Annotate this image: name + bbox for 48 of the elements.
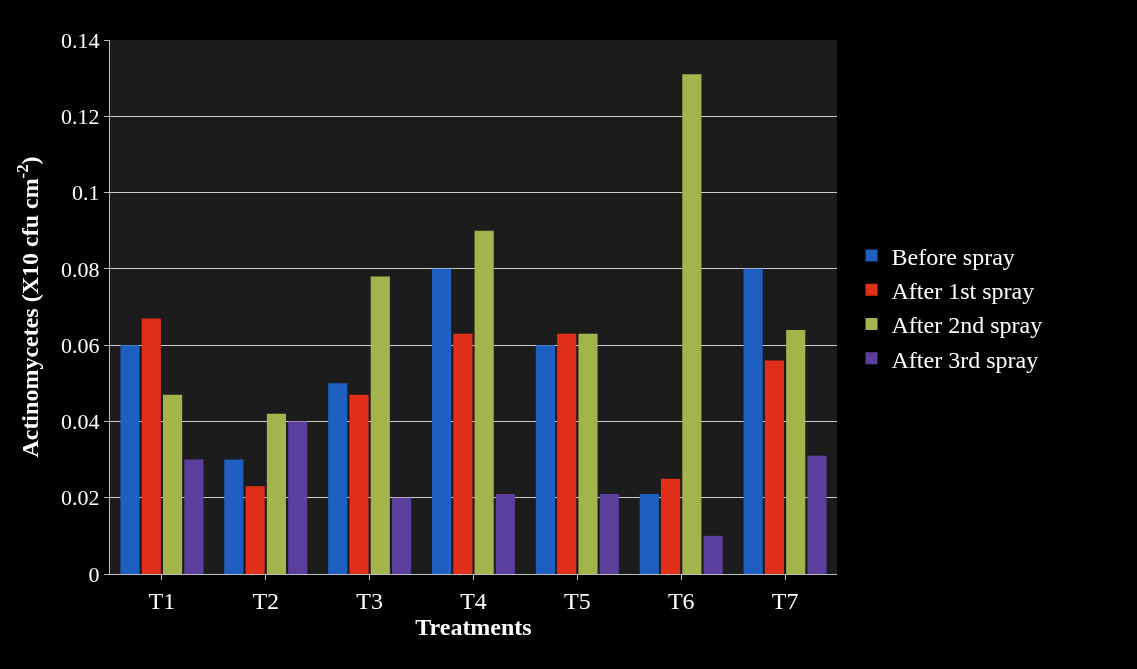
bar <box>349 394 369 574</box>
x-tick-label: T7 <box>771 587 799 614</box>
y-tick-label: 0.06 <box>61 332 100 358</box>
legend-label: After 3rd spray <box>891 346 1039 373</box>
bar <box>703 535 723 574</box>
bar <box>743 268 763 574</box>
bar <box>224 459 244 574</box>
y-tick-label: 0.1 <box>72 180 100 206</box>
bar <box>288 421 308 574</box>
y-tick-label: 0.14 <box>61 27 100 53</box>
bar <box>120 345 140 574</box>
bar <box>578 333 598 574</box>
x-tick-label: T1 <box>148 587 176 614</box>
bar <box>162 394 183 574</box>
x-tick-label: T6 <box>667 587 695 614</box>
bar <box>392 497 412 574</box>
bar <box>495 493 516 574</box>
bar <box>660 478 681 574</box>
bar <box>764 360 785 574</box>
x-axis-title: Treatments <box>415 614 532 641</box>
x-tick-label: T2 <box>252 587 280 614</box>
bar <box>431 268 452 574</box>
legend-label: After 2nd spray <box>891 312 1043 339</box>
bar <box>141 318 161 574</box>
bar <box>786 329 806 574</box>
x-tick-label: T4 <box>460 587 487 614</box>
bar <box>535 345 555 574</box>
bar <box>807 455 827 574</box>
bar <box>453 333 473 574</box>
x-tick-label: T3 <box>356 587 383 614</box>
bar <box>266 413 287 574</box>
y-tick-label: 0.12 <box>61 103 100 129</box>
bar <box>682 74 702 574</box>
bar <box>639 493 659 574</box>
y-tick-label: 0.08 <box>61 256 100 282</box>
bar <box>328 383 348 574</box>
y-tick-label: 0.02 <box>61 485 100 511</box>
bar <box>599 493 619 574</box>
bar <box>474 230 494 574</box>
y-tick-label: 0 <box>88 561 100 587</box>
bar <box>557 333 577 574</box>
bar <box>370 276 390 574</box>
y-tick-label: 0.04 <box>61 409 100 435</box>
legend-label: After 1st spray <box>891 278 1035 305</box>
bar <box>184 459 204 574</box>
x-tick-label: T5 <box>564 587 591 614</box>
legend-label: Before spray <box>891 243 1015 270</box>
bar <box>245 486 265 574</box>
